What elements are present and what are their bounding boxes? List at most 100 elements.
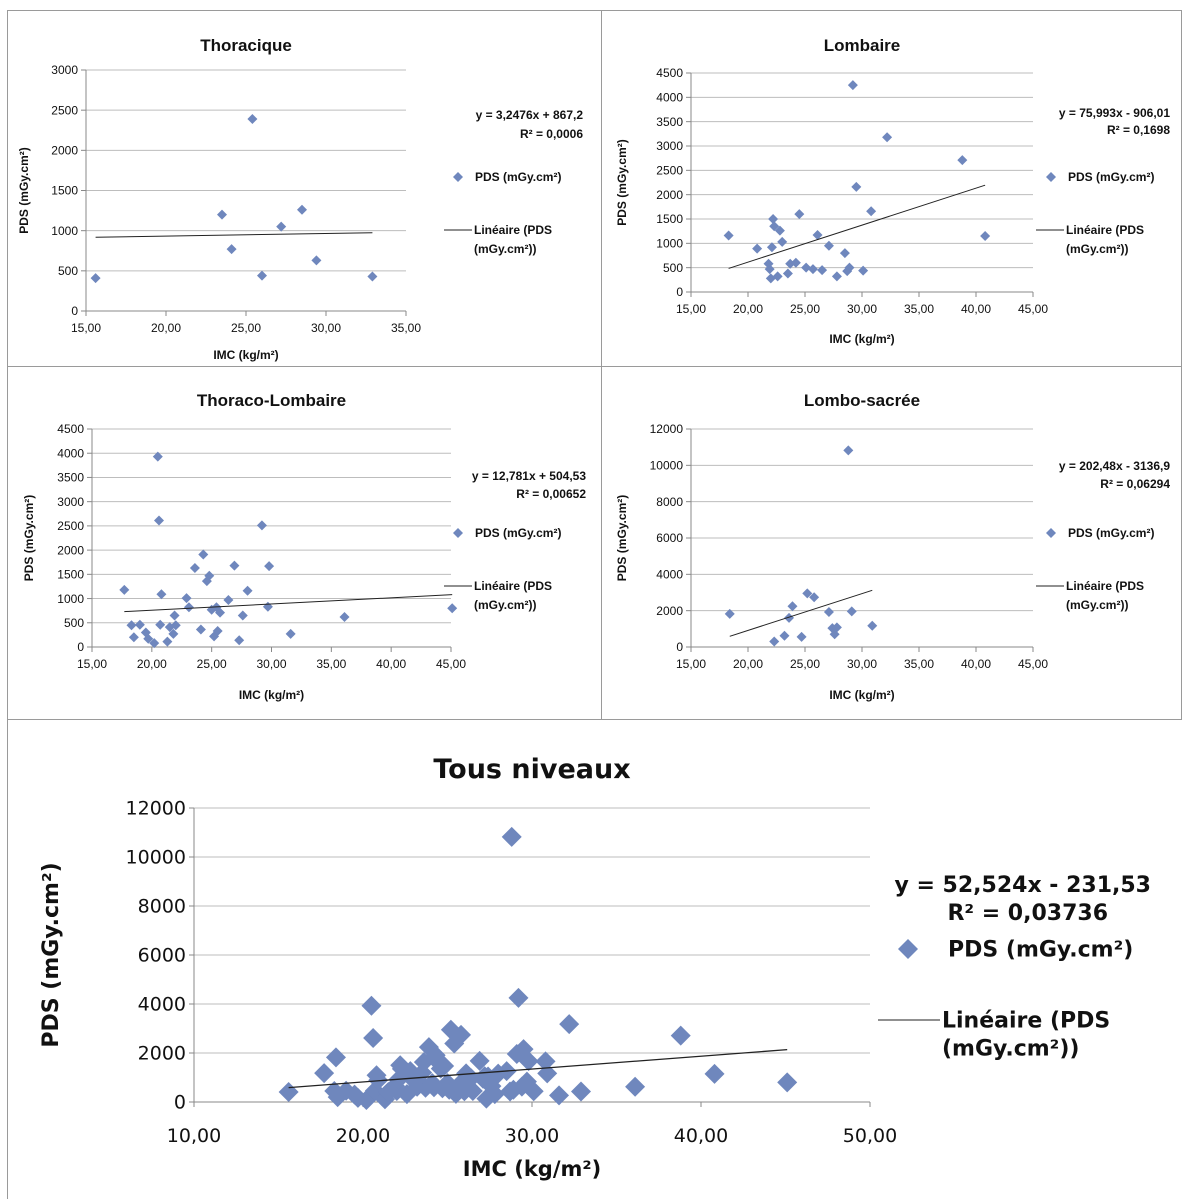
data-point <box>779 630 790 641</box>
data-point <box>391 1058 412 1079</box>
y-tick-label: 4000 <box>57 446 84 460</box>
data-point <box>831 622 842 633</box>
data-point <box>764 264 775 275</box>
x-tick-label: 15,00 <box>77 657 107 671</box>
data-point <box>325 1047 346 1068</box>
data-point <box>488 1063 509 1084</box>
y-tick-label: 2000 <box>57 543 84 557</box>
data-point <box>234 635 245 646</box>
data-point <box>518 1051 539 1072</box>
x-tick-label: 25,00 <box>790 302 820 316</box>
data-point <box>361 995 382 1016</box>
chart-title: Tous niveaux <box>433 754 630 785</box>
legend-label-points: PDS (mGy.cm²) <box>475 170 561 184</box>
data-point <box>170 620 181 631</box>
x-tick-label: 25,00 <box>197 657 227 671</box>
data-point <box>957 155 968 166</box>
y-tick-label: 8000 <box>138 896 186 918</box>
x-tick-label: 40,00 <box>674 1125 728 1147</box>
y-axis-label: PDS (mGy.cm²) <box>22 495 36 581</box>
y-tick-label: 4000 <box>656 568 683 582</box>
data-point <box>183 602 194 613</box>
data-point <box>155 619 166 630</box>
legend-label-points: PDS (mGy.cm²) <box>475 526 561 540</box>
data-point <box>704 1063 725 1084</box>
y-tick-label: 4000 <box>138 994 186 1016</box>
legend-label-line: Linéaire (PDS <box>1066 579 1144 593</box>
trendline-equation: y = 12,781x + 504,53 <box>472 469 586 483</box>
data-point <box>796 631 807 642</box>
chart-panel-lombaire: Lombaire 0 500 1000 1500 2000 2500 3000 3500 4000… <box>601 10 1182 367</box>
y-tick-label: 4500 <box>57 422 84 436</box>
y-axis-label: PDS (mGy.cm²) <box>39 862 64 1047</box>
y-tick-label: 4000 <box>656 91 683 105</box>
x-tick-label: 20,00 <box>733 302 763 316</box>
data-point <box>126 620 137 631</box>
x-tick-label: 40,00 <box>376 657 406 671</box>
y-tick-label: 1500 <box>656 212 683 226</box>
y-tick-label: 2000 <box>138 1043 186 1065</box>
x-tick-label: 40,00 <box>961 302 991 316</box>
chart-tous-niveaux: Tous niveaux 0 2000 4000 6000 8000 10000 12000 1… <box>39 754 1151 1181</box>
data-point <box>812 230 823 241</box>
data-point <box>223 595 234 606</box>
x-tick-label: 35,00 <box>904 657 934 671</box>
data-point <box>787 601 798 612</box>
data-point <box>823 606 834 617</box>
y-tick-label: 4500 <box>656 66 683 80</box>
x-tick-label: 30,00 <box>505 1125 559 1147</box>
x-tick-label: 25,00 <box>790 657 820 671</box>
data-point <box>215 607 226 618</box>
data-point <box>462 1080 483 1101</box>
data-point <box>128 632 139 643</box>
y-tick-label: 2500 <box>51 103 78 117</box>
x-tick-label: 45,00 <box>436 657 466 671</box>
y-tick-label: 3000 <box>656 139 683 153</box>
y-tick-label: 1000 <box>51 224 78 238</box>
data-point <box>768 214 779 224</box>
data-point <box>257 270 267 281</box>
y-tick-label: 0 <box>676 285 683 299</box>
data-point <box>314 1063 335 1084</box>
data-point <box>297 204 307 215</box>
trendline-equation: y = 202,48x - 3136,9 <box>1059 459 1170 473</box>
data-point <box>206 604 217 615</box>
r-squared: R² = 0,1698 <box>1107 123 1170 137</box>
data-point <box>156 589 167 600</box>
data-point <box>817 265 828 276</box>
data-point <box>794 209 805 220</box>
legend-label-line-cont: (mGy.cm²)) <box>942 1037 1079 1062</box>
x-tick-label: 35,00 <box>391 321 421 335</box>
data-point <box>374 1089 395 1110</box>
data-point <box>980 231 991 242</box>
data-point <box>168 628 179 639</box>
data-point <box>847 80 858 91</box>
data-point <box>801 262 812 273</box>
legend-label-line: Linéaire (PDS <box>474 223 552 237</box>
data-point <box>571 1081 592 1102</box>
data-point <box>149 638 160 649</box>
y-axis-label: PDS (mGy.cm²) <box>615 495 629 581</box>
data-point <box>785 258 796 269</box>
trendline-equation: y = 3,2476x + 867,2 <box>476 108 584 122</box>
legend-label-line-cont: (mGy.cm²)) <box>1066 242 1128 256</box>
r-squared: R² = 0,06294 <box>1100 477 1170 491</box>
trendline <box>95 232 373 238</box>
data-point <box>204 570 215 581</box>
data-point <box>90 273 101 284</box>
data-point <box>262 601 273 612</box>
chart-thoracique: Thoracique 0 500 1000 1500 2000 2500 3000 15,00 2… <box>17 36 584 362</box>
y-tick-label: 0 <box>77 640 84 654</box>
chart-title: Lombaire <box>824 36 901 55</box>
data-point <box>782 268 793 279</box>
data-point <box>198 549 209 560</box>
x-axis-label: IMC (kg/m²) <box>829 688 894 702</box>
y-tick-label: 2000 <box>656 604 683 618</box>
x-axis-label: IMC (kg/m²) <box>829 332 894 346</box>
data-point <box>777 1072 798 1093</box>
legend-label-line: Linéaire (PDS <box>942 1009 1110 1034</box>
x-tick-label: 20,00 <box>336 1125 390 1147</box>
data-point <box>851 181 862 192</box>
x-tick-label: 20,00 <box>733 657 763 671</box>
data-point <box>226 244 237 255</box>
